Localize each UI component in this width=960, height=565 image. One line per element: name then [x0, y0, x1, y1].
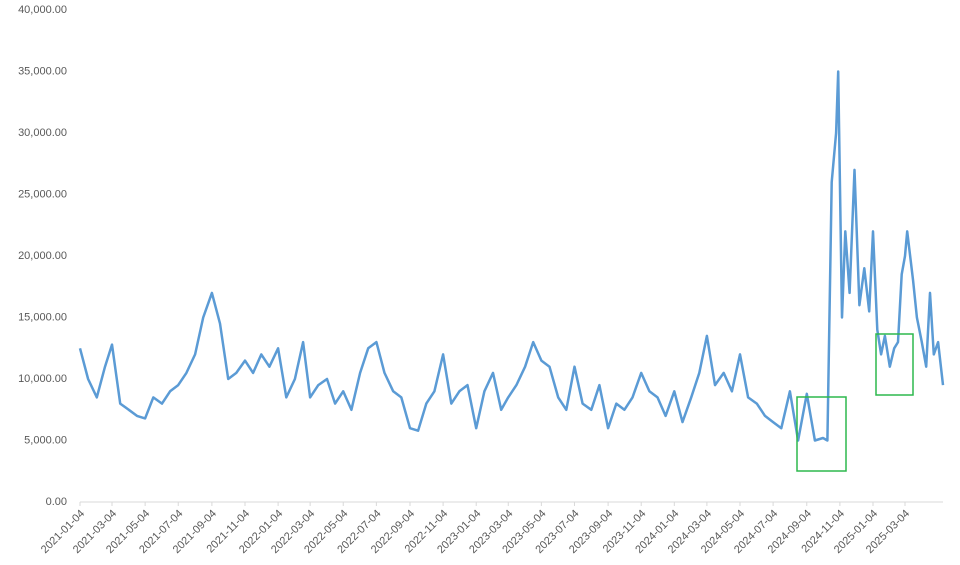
data-line	[78, 70, 945, 442]
y-tick-label: 10,000.00	[18, 373, 67, 385]
y-tick-label: 35,000.00	[18, 65, 67, 77]
y-tick-label: 25,000.00	[18, 188, 67, 200]
y-tick-label: 15,000.00	[18, 311, 67, 323]
plot-area	[78, 70, 945, 442]
y-tick-label: 30,000.00	[18, 127, 67, 139]
y-tick-label: 20,000.00	[18, 250, 67, 262]
highlight-box	[875, 333, 914, 396]
y-tick-label: 0.00	[46, 496, 67, 508]
highlight-box	[796, 396, 847, 472]
y-tick-label: 40,000.00	[18, 4, 67, 16]
y-tick-label: 5,000.00	[24, 434, 67, 446]
